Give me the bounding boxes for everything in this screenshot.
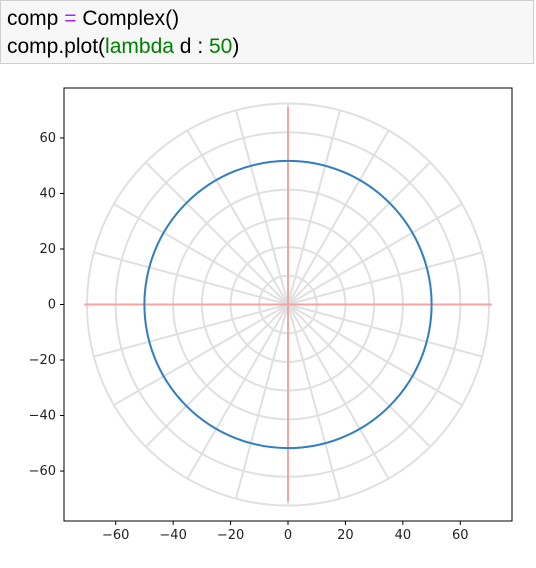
grid-spoke — [113, 203, 289, 306]
code-arg: d — [179, 35, 192, 58]
y-ticks: 60 40 20 0 −20 −40 −60 — [29, 131, 64, 479]
code-var: comp — [7, 7, 59, 30]
grid-spoke — [145, 161, 289, 306]
code-line-1: comp = Complex() — [7, 5, 527, 33]
code-suffix: ) — [232, 35, 240, 58]
grid-spoke — [287, 303, 463, 406]
grid-spoke — [93, 251, 289, 306]
plot-background — [0, 64, 536, 564]
y-tick-label: 40 — [39, 186, 56, 201]
code-number: 50 — [209, 35, 233, 58]
x-tick-label: −20 — [217, 528, 244, 543]
grid-spoke — [287, 110, 341, 305]
x-tick-label: −40 — [159, 528, 186, 543]
y-tick-label: 0 — [48, 298, 56, 313]
grid-spoke — [186, 304, 289, 480]
y-tick-label: 20 — [39, 242, 56, 257]
code-call: Complex() — [82, 7, 180, 30]
grid-spoke — [287, 303, 431, 448]
x-tick-label: −60 — [102, 528, 129, 543]
code-prefix: comp.plot( — [7, 35, 106, 58]
x-tick-label: 20 — [337, 528, 354, 543]
grid-spoke — [186, 129, 289, 305]
x-tick-label: 40 — [395, 528, 412, 543]
grid-spoke — [287, 161, 431, 306]
y-tick-label: −20 — [29, 353, 56, 368]
code-cell[interactable]: comp = Complex() comp.plot(lambda d : 50… — [0, 0, 534, 64]
grid-spoke — [287, 203, 463, 306]
grid-spoke — [145, 303, 289, 448]
series-circle — [143, 159, 433, 450]
grid-spoke — [235, 304, 289, 499]
grid-spoke — [287, 303, 483, 358]
grid-spoke — [287, 304, 390, 480]
grid-spoke — [93, 303, 289, 358]
code-line-2: comp.plot(lambda d : 50) — [7, 33, 527, 61]
y-tick-label: −60 — [29, 464, 56, 479]
grid-spoke — [235, 110, 289, 305]
code-operator: = — [64, 7, 77, 30]
x-tick-label: 0 — [284, 528, 292, 543]
grid-spoke — [287, 129, 390, 305]
grid-spoke — [287, 251, 483, 306]
x-tick-label: 60 — [452, 528, 469, 543]
output-area: −60 −40 −20 0 20 40 60 60 40 20 0 −20 −40 −60 — [0, 64, 536, 564]
code-colon: : — [197, 35, 204, 58]
axis-lines — [84, 107, 492, 502]
y-tick-label: −40 — [29, 409, 56, 424]
code-keyword: lambda — [105, 35, 174, 58]
y-tick-label: 60 — [39, 131, 56, 146]
grid-spoke — [113, 303, 289, 406]
grid-spoke — [287, 304, 341, 499]
polar-plot-chart: −60 −40 −20 0 20 40 60 60 40 20 0 −20 −40 −60 — [0, 64, 536, 564]
series-group — [143, 159, 433, 450]
x-ticks: −60 −40 −20 0 20 40 60 — [102, 521, 469, 543]
